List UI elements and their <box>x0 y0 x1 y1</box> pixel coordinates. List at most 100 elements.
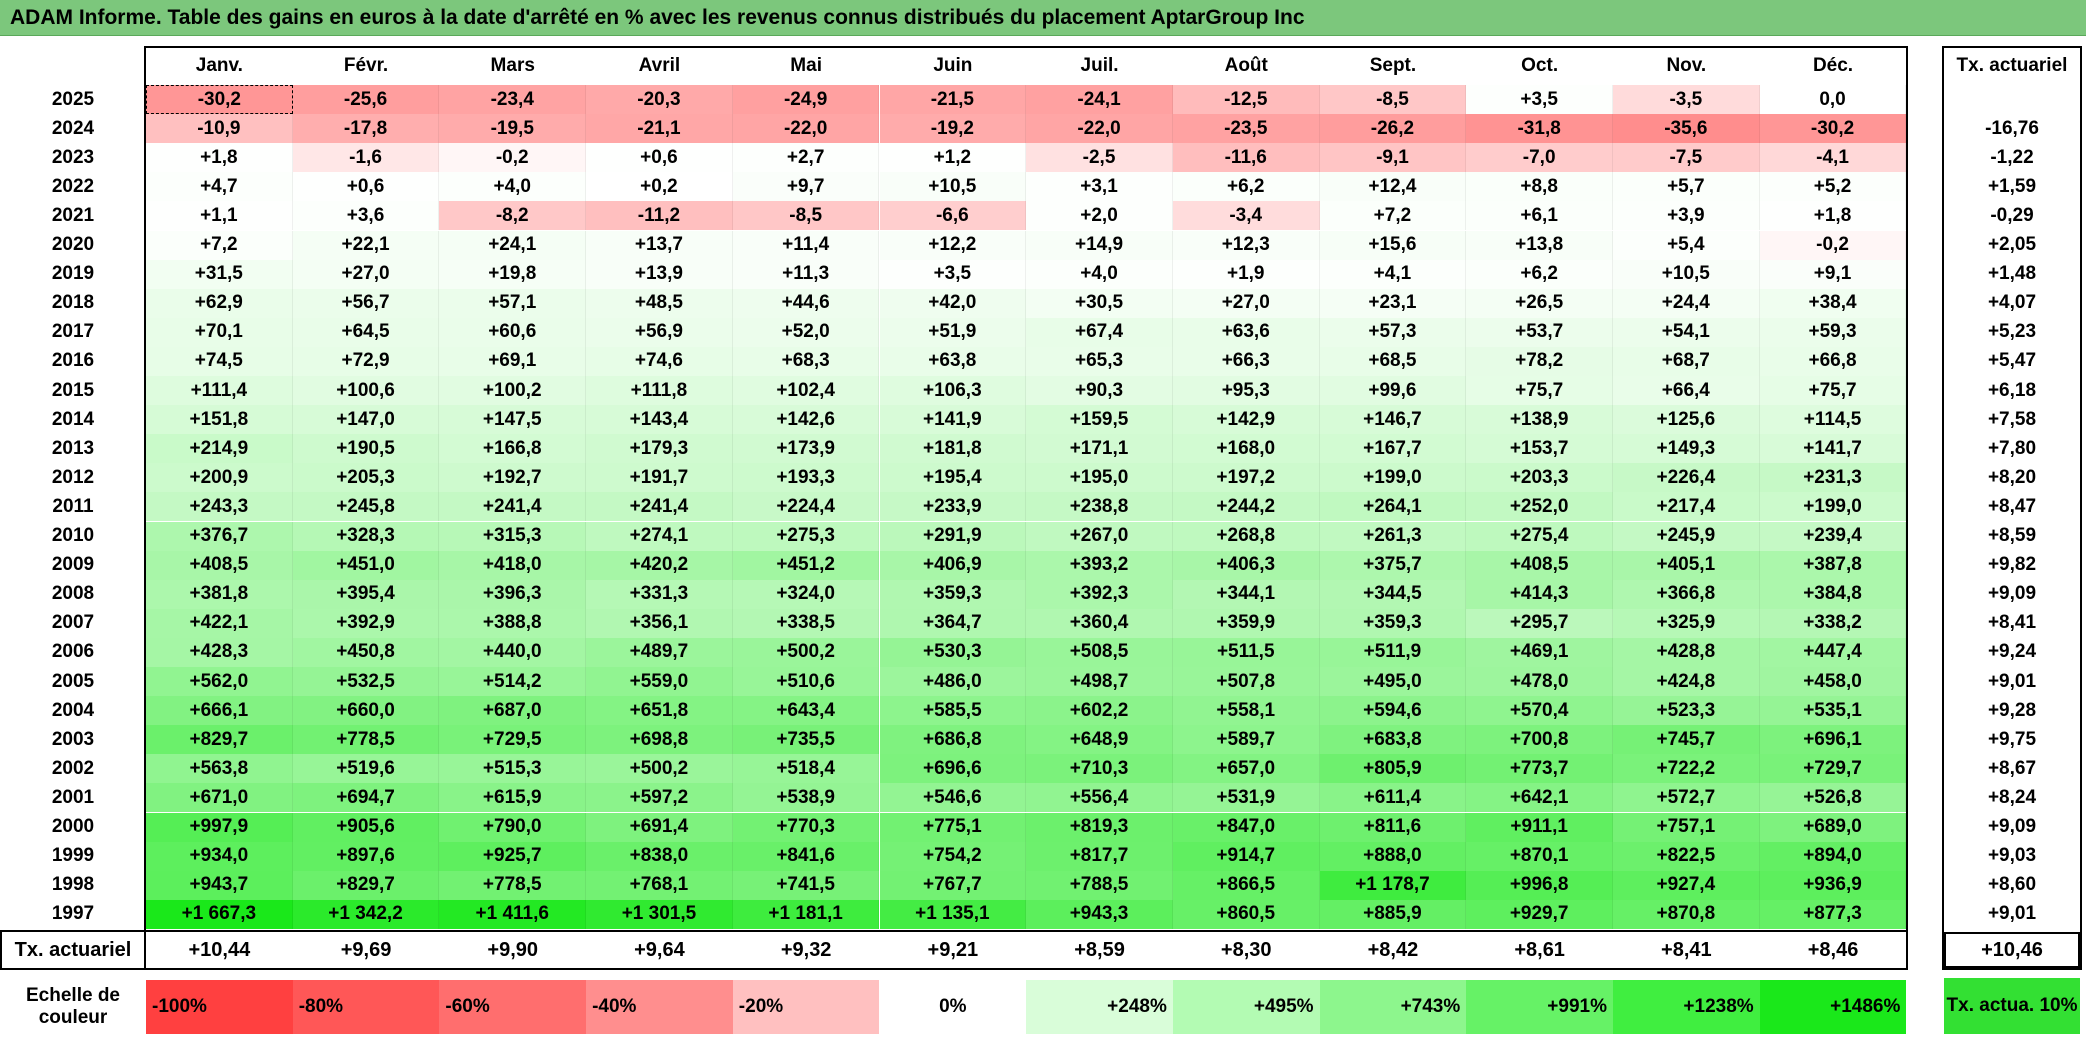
value-cell: +12,4 <box>1319 172 1467 202</box>
value-cell: +3,5 <box>879 259 1027 289</box>
value-cell: +428,8 <box>1613 637 1760 667</box>
value-cell: -30,2 <box>146 85 293 115</box>
value-cell: +267,0 <box>1026 521 1173 551</box>
value-cell: +6,2 <box>1466 259 1613 289</box>
value-cell: +570,4 <box>1466 696 1613 726</box>
value-cell: +526,8 <box>1759 783 1907 813</box>
month-header: Août <box>1224 55 1268 76</box>
value-cell: +26,5 <box>1466 288 1613 318</box>
value-cell: +359,3 <box>1319 608 1467 638</box>
value-cell: +100,2 <box>439 376 587 406</box>
value-cell: +847,0 <box>1172 812 1320 842</box>
value-cell: +214,9 <box>146 434 293 464</box>
value-cell: +74,5 <box>146 346 293 376</box>
value-cell: +19,8 <box>439 259 587 289</box>
value-cell: +651,8 <box>586 696 733 726</box>
value-cell: +200,9 <box>146 463 293 493</box>
value-cell: +927,4 <box>1613 870 1760 900</box>
rate-cell: +5,23 <box>1987 321 2037 343</box>
value-cell: +54,1 <box>1613 317 1760 347</box>
value-cell: +934,0 <box>146 841 293 871</box>
value-cell: +741,5 <box>732 870 880 900</box>
rate-cell: +2,05 <box>1987 234 2037 256</box>
value-cell: -6,6 <box>879 201 1027 231</box>
value-cell: +531,9 <box>1172 783 1320 813</box>
month-header: Févr. <box>343 55 389 76</box>
value-cell: +268,8 <box>1172 521 1320 551</box>
value-cell: +870,1 <box>1466 841 1613 871</box>
value-cell: +217,4 <box>1613 492 1760 522</box>
rate-cell: -0,29 <box>1990 204 2034 226</box>
value-cell: +6,2 <box>1172 172 1320 202</box>
value-cell: -9,1 <box>1319 143 1467 173</box>
value-cell: +70,1 <box>146 317 293 347</box>
value-cell: +458,0 <box>1759 667 1907 697</box>
value-cell: +231,3 <box>1759 463 1907 493</box>
value-cell: +519,6 <box>292 754 440 784</box>
value-cell: +65,3 <box>1026 346 1173 376</box>
footer-cell: +9,32 <box>780 938 832 961</box>
value-cell: +943,3 <box>1026 899 1173 929</box>
value-cell: +147,0 <box>292 405 440 435</box>
value-cell: +38,4 <box>1759 288 1907 318</box>
value-cell: +511,9 <box>1319 637 1467 667</box>
value-cell: +52,0 <box>732 317 880 347</box>
value-cell: +7,2 <box>1319 201 1467 231</box>
value-cell: +510,6 <box>732 667 880 697</box>
footer-cell: +8,41 <box>1661 938 1712 961</box>
value-cell: +56,7 <box>292 288 440 318</box>
value-cell: +562,0 <box>146 667 293 697</box>
value-cell: +291,9 <box>879 521 1027 551</box>
value-cell: +67,4 <box>1026 317 1173 347</box>
value-cell: +388,8 <box>439 608 587 638</box>
rate-cell: +1,48 <box>1987 263 2037 285</box>
year-label: 2015 <box>51 379 95 401</box>
value-cell: +344,5 <box>1319 579 1467 609</box>
value-cell: +42,0 <box>879 288 1027 318</box>
scale-item: +1486% <box>1759 980 1907 1034</box>
value-cell: +69,1 <box>439 346 587 376</box>
value-cell: +1,8 <box>146 143 293 173</box>
year-label: 2005 <box>51 670 95 692</box>
value-cell: +558,1 <box>1172 696 1320 726</box>
value-cell: +515,3 <box>439 754 587 784</box>
value-cell: +344,1 <box>1172 579 1320 609</box>
value-cell: +811,6 <box>1319 812 1467 842</box>
year-label: 2022 <box>51 175 95 197</box>
year-label: 2017 <box>51 321 95 343</box>
value-cell: +841,6 <box>732 841 880 871</box>
value-cell: 0,0 <box>1759 85 1907 115</box>
value-cell: +68,3 <box>732 346 880 376</box>
value-cell: +507,8 <box>1172 667 1320 697</box>
value-cell: +167,7 <box>1319 434 1467 464</box>
value-cell: -21,5 <box>879 85 1027 115</box>
value-cell: +238,8 <box>1026 492 1173 522</box>
value-cell: +8,8 <box>1466 172 1613 202</box>
value-cell: +788,5 <box>1026 870 1173 900</box>
year-label: 1998 <box>51 874 95 896</box>
value-cell: +996,8 <box>1466 870 1613 900</box>
value-cell: +829,7 <box>146 725 293 755</box>
value-cell: +78,2 <box>1466 346 1613 376</box>
value-cell: +440,0 <box>439 637 587 667</box>
value-cell: +4,0 <box>1026 259 1173 289</box>
value-cell: +143,4 <box>586 405 733 435</box>
value-cell: +364,7 <box>879 608 1027 638</box>
month-header: Déc. <box>1812 55 1854 76</box>
value-cell: +31,5 <box>146 259 293 289</box>
scale-item: +743% <box>1319 980 1467 1034</box>
value-cell: +261,3 <box>1319 521 1467 551</box>
value-cell: +768,1 <box>586 870 733 900</box>
value-cell: +514,2 <box>439 667 587 697</box>
value-cell: +671,0 <box>146 783 293 813</box>
value-cell: +30,5 <box>1026 288 1173 318</box>
year-label: 2000 <box>51 816 95 838</box>
rate-cell: -1,22 <box>1990 146 2034 168</box>
value-cell: +729,7 <box>1759 754 1907 784</box>
footer-cell: +9,69 <box>340 938 392 961</box>
value-cell: +199,0 <box>1759 492 1907 522</box>
year-label: 2020 <box>51 234 95 256</box>
value-cell: +111,8 <box>586 376 733 406</box>
value-cell: +498,7 <box>1026 667 1173 697</box>
